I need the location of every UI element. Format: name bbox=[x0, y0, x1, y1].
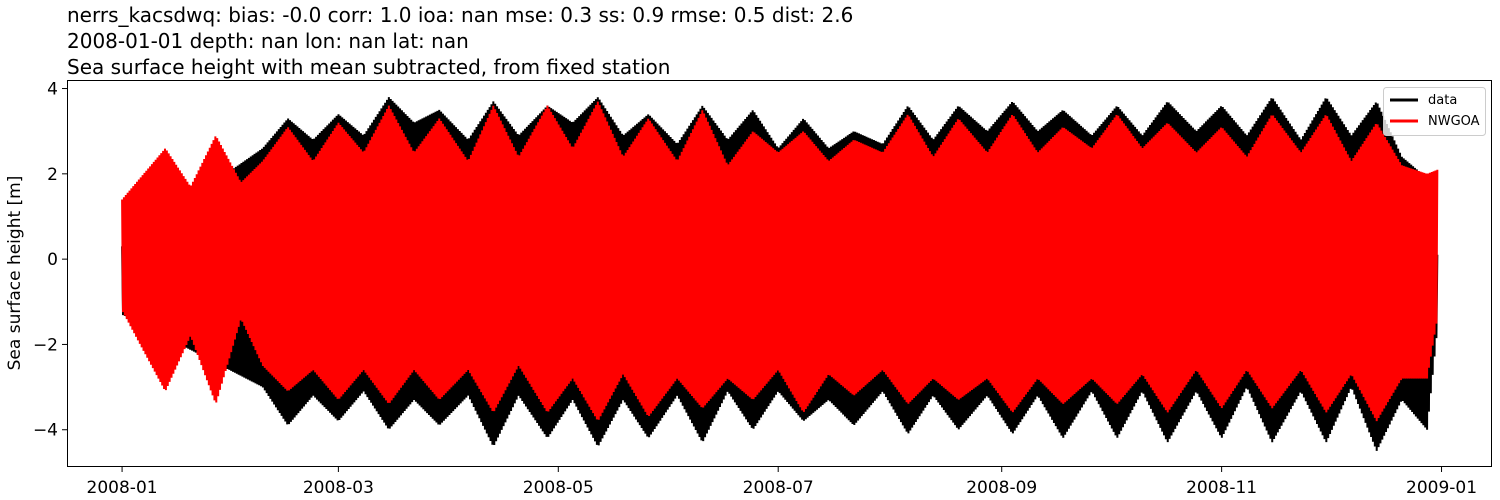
legend: data NWGOA bbox=[1383, 87, 1486, 136]
chart-title-line-2: 2008-01-01 depth: nan lon: nan lat: nan bbox=[67, 29, 469, 53]
x-axis: 2008-01 2008-03 2008-05 2008-07 2008-09 2008-… bbox=[87, 466, 1477, 498]
x-tick-label-6: 2009-01 bbox=[1406, 478, 1477, 498]
x-tick-label-5: 2008-11 bbox=[1186, 478, 1257, 498]
x-tick-label-2: 2008-05 bbox=[523, 478, 594, 498]
y-tick-label-3: −2 bbox=[33, 335, 58, 355]
y-tick-label-1: 2 bbox=[47, 165, 58, 185]
x-tick-label-0: 2008-01 bbox=[87, 478, 158, 498]
y-axis: 4 2 0 −2 −4 bbox=[33, 80, 68, 441]
x-tick-label-4: 2008-09 bbox=[966, 478, 1037, 498]
x-tick-label-1: 2008-03 bbox=[303, 478, 374, 498]
series-layer bbox=[121, 97, 1439, 451]
x-tick-label-3: 2008-07 bbox=[743, 478, 814, 498]
chart-title-line-1: nerrs_kacsdwq: bias: -0.0 corr: 1.0 ioa:… bbox=[67, 3, 853, 27]
legend-label-data: data bbox=[1428, 93, 1457, 108]
series-line-nwgoa bbox=[121, 101, 1439, 422]
y-tick-label-0: 4 bbox=[47, 80, 58, 100]
chart-title-line-3: Sea surface height with mean subtracted,… bbox=[67, 55, 670, 79]
y-tick-label-4: −4 bbox=[33, 421, 58, 441]
legend-label-nwgoa: NWGOA bbox=[1428, 114, 1480, 129]
plot-frame bbox=[67, 80, 1492, 467]
y-tick-label-2: 0 bbox=[47, 250, 58, 270]
y-axis-label: Sea surface height [m] bbox=[5, 176, 25, 371]
series-line-data bbox=[121, 97, 1439, 451]
